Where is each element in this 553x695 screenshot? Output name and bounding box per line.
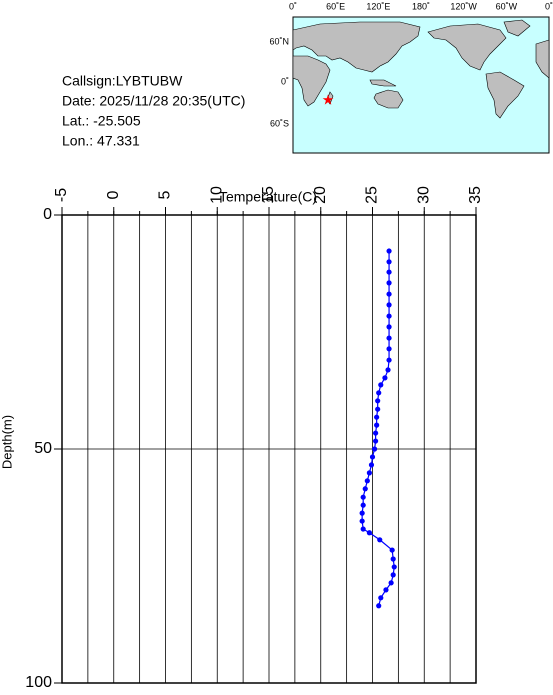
data-point <box>368 462 375 468</box>
data-point <box>359 518 365 524</box>
data-point <box>375 406 381 412</box>
data-point <box>366 470 372 476</box>
map-land <box>326 91 334 105</box>
data-point <box>386 302 392 308</box>
x-axis-label: Temperature(C) <box>219 189 317 205</box>
data-point <box>383 587 389 593</box>
data-point <box>366 530 372 536</box>
data-point <box>362 486 368 492</box>
data-point <box>386 280 392 286</box>
map-land <box>485 71 525 119</box>
map-lon-label: 120˚W <box>450 1 477 11</box>
map-land <box>369 79 397 87</box>
map-lat-label: 0˚ <box>281 76 289 86</box>
x-tick-label: 5 <box>157 190 174 199</box>
data-point <box>375 398 381 404</box>
x-tick-label: 30 <box>415 186 432 204</box>
y-tick-label: 50 <box>34 440 52 457</box>
data-point <box>374 414 380 420</box>
data-point <box>359 510 365 516</box>
longitude: Lon.: 47.331 <box>62 133 140 149</box>
x-tick-label: 35 <box>467 186 484 204</box>
map-land <box>292 21 421 73</box>
x-tick-label: 25 <box>364 186 381 204</box>
data-point <box>386 248 392 254</box>
map-lon-label: 120˚E <box>366 1 390 11</box>
data-point <box>377 537 383 543</box>
data-point <box>386 259 392 265</box>
data-point <box>378 595 384 601</box>
map-lon-label: 60˚W <box>496 1 518 11</box>
data-point <box>360 502 366 508</box>
data-point <box>376 603 382 609</box>
data-point <box>390 572 396 578</box>
y-tick-label: 0 <box>43 206 52 223</box>
data-point <box>386 269 392 275</box>
data-point <box>371 446 378 452</box>
data-point <box>386 357 392 363</box>
location-star: ★ <box>322 92 335 108</box>
x-tick-label: 15 <box>260 186 277 204</box>
data-point <box>360 526 366 532</box>
data-point <box>390 556 396 562</box>
map-lat-label: 60˚S <box>270 118 289 128</box>
data-point <box>386 335 392 341</box>
x-tick-label: 0 <box>105 190 122 199</box>
data-point <box>385 367 391 373</box>
map-land <box>427 23 507 71</box>
data-point <box>378 382 384 388</box>
data-point <box>391 564 397 570</box>
data-point <box>373 430 379 436</box>
data-point <box>382 375 388 381</box>
x-tick-label: 10 <box>208 186 225 204</box>
map-lon-label: 60˚E <box>326 1 345 11</box>
data-point <box>389 547 395 553</box>
map-land <box>373 89 404 109</box>
data-point <box>386 346 392 352</box>
data-point <box>386 313 392 319</box>
y-tick-label: 100 <box>25 674 52 690</box>
date: Date: 2025/11/28 20:35(UTC) <box>62 93 245 109</box>
data-point <box>369 454 376 460</box>
map-land <box>503 19 531 37</box>
map-land <box>535 39 550 79</box>
x-tick-label: -5 <box>53 188 70 202</box>
map-lon-label: 0˚ <box>289 1 297 11</box>
callsign: Callsign:LYBTUBW <box>62 73 183 89</box>
data-point <box>374 422 380 428</box>
data-point <box>364 478 370 484</box>
x-tick-label: 20 <box>312 186 329 204</box>
map-lon-label: 180˚ <box>412 1 430 11</box>
map-land <box>292 55 331 107</box>
data-point <box>373 438 379 444</box>
data-point <box>376 390 382 396</box>
map-lat-label: 60˚N <box>269 36 289 46</box>
latitude: Lat.: -25.505 <box>62 113 141 129</box>
y-axis-label: Depth(m) <box>0 415 14 469</box>
world-map: ★ <box>292 16 550 154</box>
data-point <box>386 324 392 330</box>
data-point <box>386 291 392 297</box>
data-point <box>388 580 394 586</box>
map-lon-label: 0˚ <box>545 1 553 11</box>
data-point <box>360 494 366 500</box>
